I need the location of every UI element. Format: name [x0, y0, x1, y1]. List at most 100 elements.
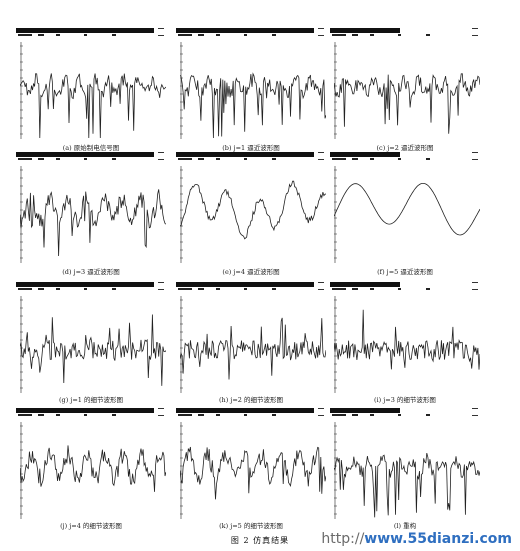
- panel-header-bar: [330, 282, 400, 287]
- panel-toolbar-marks: [16, 414, 166, 418]
- panel-header-bar: [330, 152, 400, 157]
- panel-caption-e: (e) j=4 逼近波形图: [222, 268, 280, 276]
- panel-header-bar: [16, 408, 154, 413]
- panel-scale-mark: [318, 152, 324, 160]
- waveform-line: [334, 309, 480, 370]
- waveform-svg: [180, 166, 326, 263]
- waveform-svg: [334, 42, 480, 139]
- panel-toolbar-marks: [176, 288, 326, 292]
- waveform-plot: [180, 296, 326, 394]
- panel-header-bar: [176, 408, 314, 413]
- waveform-plot: [334, 42, 480, 140]
- panel-toolbar-marks: [176, 34, 326, 38]
- panel-header-bar: [330, 408, 400, 413]
- watermark-prefix: http://: [321, 531, 365, 547]
- waveform-line: [180, 446, 326, 500]
- panel-scale-mark: [158, 282, 164, 290]
- panel-header-bar: [330, 28, 400, 33]
- panel-toolbar-marks: [330, 158, 480, 162]
- panel-scale-mark: [318, 282, 324, 290]
- waveform-svg: [334, 296, 480, 393]
- panel-toolbar-marks: [330, 34, 480, 38]
- panel-header-bar: [176, 152, 314, 157]
- panel-toolbar-marks: [16, 158, 166, 162]
- panel-header-bar: [16, 28, 154, 33]
- waveform-svg: [180, 42, 326, 139]
- waveform-line: [334, 183, 480, 236]
- waveform-svg: [20, 166, 166, 263]
- waveform-plot: [180, 42, 326, 140]
- waveform-svg: [20, 422, 166, 519]
- panel-toolbar-marks: [330, 288, 480, 292]
- panel-e: [176, 152, 326, 272]
- waveform-line: [180, 72, 326, 139]
- panel-j: [16, 408, 166, 528]
- panel-caption-j: (j) j=4 的细节波形图: [60, 522, 122, 530]
- panel-c: [330, 28, 480, 148]
- panel-l: [330, 408, 480, 528]
- panel-toolbar-marks: [330, 414, 480, 418]
- figure-title: 图 2 仿真结果: [230, 536, 290, 545]
- waveform-line: [20, 73, 166, 139]
- panel-f: [330, 152, 480, 272]
- panel-caption-i: (i) j=3 的细节波形图: [374, 396, 436, 404]
- panel-caption-d: (d) j=3 逼近波形图: [62, 268, 120, 276]
- panel-scale-mark: [472, 28, 478, 36]
- panel-header-bar: [176, 28, 314, 33]
- watermark: http://www.55dianzi.com: [321, 531, 512, 547]
- panel-caption-a: (a) 原始制电信号图: [62, 144, 120, 152]
- waveform-svg: [20, 42, 166, 139]
- panel-header-bar: [176, 282, 314, 287]
- waveform-svg: [334, 166, 480, 263]
- waveform-plot: [180, 166, 326, 264]
- panel-scale-mark: [472, 408, 478, 416]
- panel-scale-mark: [318, 408, 324, 416]
- panel-scale-mark: [472, 152, 478, 160]
- waveform-line: [334, 452, 480, 518]
- waveform-svg: [180, 422, 326, 519]
- waveform-svg: [334, 422, 480, 519]
- waveform-plot: [20, 296, 166, 394]
- panel-toolbar-marks: [16, 288, 166, 292]
- waveform-plot: [20, 166, 166, 264]
- panel-scale-mark: [158, 28, 164, 36]
- waveform-plot: [20, 422, 166, 520]
- panel-h: [176, 282, 326, 402]
- panel-toolbar-marks: [176, 158, 326, 162]
- waveform-svg: [180, 296, 326, 393]
- panel-scale-mark: [472, 282, 478, 290]
- waveform-plot: [334, 296, 480, 394]
- panel-scale-mark: [158, 152, 164, 160]
- panel-caption-l: (l) 重构: [393, 522, 417, 530]
- waveform-plot: [180, 422, 326, 520]
- waveform-line: [20, 445, 166, 492]
- panel-g: [16, 282, 166, 402]
- waveform-line: [334, 73, 480, 134]
- waveform-line: [20, 189, 166, 257]
- waveform-plot: [334, 166, 480, 264]
- waveform-plot: [334, 422, 480, 520]
- panel-caption-b: (b) j=1 逼近波形图: [222, 144, 280, 152]
- panel-caption-c: (c) j=2 逼近波形图: [376, 144, 434, 152]
- panel-b: [176, 28, 326, 148]
- watermark-domain: www.55dianzi.com: [364, 531, 512, 547]
- panel-caption-h: (h) j=2 的细节波形图: [219, 396, 283, 404]
- panel-caption-k: (k) j=5 的细节波形图: [219, 522, 283, 530]
- waveform-line: [20, 314, 166, 386]
- panel-header-bar: [16, 152, 154, 157]
- panel-d: [16, 152, 166, 272]
- waveform-line: [180, 317, 326, 380]
- panel-k: [176, 408, 326, 528]
- panel-a: [16, 28, 166, 148]
- waveform-line: [180, 180, 326, 240]
- panel-toolbar-marks: [16, 34, 166, 38]
- panel-caption-f: (f) j=5 逼近波形图: [377, 268, 433, 276]
- panel-toolbar-marks: [176, 414, 326, 418]
- panel-i: [330, 282, 480, 402]
- waveform-svg: [20, 296, 166, 393]
- panel-scale-mark: [158, 408, 164, 416]
- panel-caption-g: (g) j=1 的细节波形图: [59, 396, 123, 404]
- panel-header-bar: [16, 282, 154, 287]
- panel-scale-mark: [318, 28, 324, 36]
